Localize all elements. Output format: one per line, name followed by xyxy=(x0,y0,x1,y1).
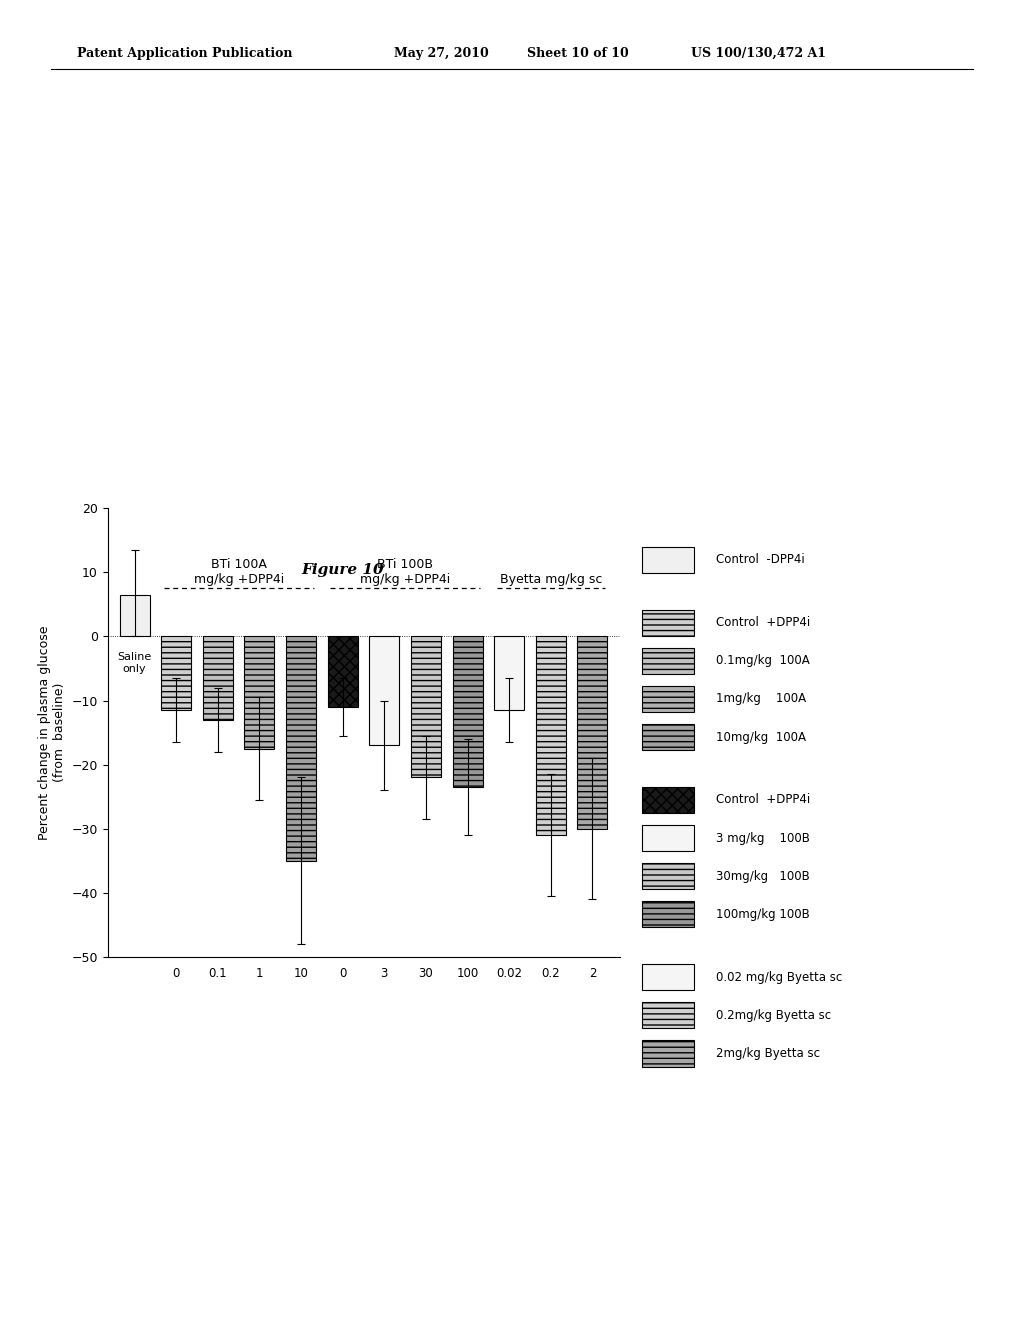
Text: Sheet 10 of 10: Sheet 10 of 10 xyxy=(527,46,629,59)
Bar xyxy=(536,636,566,836)
Bar xyxy=(328,636,357,708)
Y-axis label: Percent change in plasma glucose
(from  baseline): Percent change in plasma glucose (from b… xyxy=(38,626,66,840)
Text: 100mg/kg 100B: 100mg/kg 100B xyxy=(716,908,810,921)
Text: US 100/130,472 A1: US 100/130,472 A1 xyxy=(691,46,826,59)
Text: Byetta mg/kg sc: Byetta mg/kg sc xyxy=(500,573,602,586)
Text: May 27, 2010: May 27, 2010 xyxy=(394,46,489,59)
Text: 30mg/kg   100B: 30mg/kg 100B xyxy=(716,870,810,883)
FancyBboxPatch shape xyxy=(642,825,694,851)
Text: Control  -DPP4i: Control -DPP4i xyxy=(716,553,805,566)
FancyBboxPatch shape xyxy=(642,686,694,711)
Text: 10mg/kg  100A: 10mg/kg 100A xyxy=(716,730,806,743)
FancyBboxPatch shape xyxy=(642,725,694,750)
Text: Patent Application Publication: Patent Application Publication xyxy=(77,46,292,59)
Bar xyxy=(495,636,524,710)
Text: Control  +DPP4i: Control +DPP4i xyxy=(716,616,810,630)
FancyBboxPatch shape xyxy=(642,1040,694,1067)
Text: 3 mg/kg    100B: 3 mg/kg 100B xyxy=(716,832,810,845)
FancyBboxPatch shape xyxy=(642,863,694,890)
FancyBboxPatch shape xyxy=(642,787,694,813)
FancyBboxPatch shape xyxy=(642,1002,694,1028)
Bar xyxy=(161,636,191,710)
Bar xyxy=(286,636,316,861)
Bar xyxy=(120,595,150,636)
Text: 0.02 mg/kg Byetta sc: 0.02 mg/kg Byetta sc xyxy=(716,970,842,983)
FancyBboxPatch shape xyxy=(642,964,694,990)
Text: BTi 100A
mg/kg +DPP4i: BTi 100A mg/kg +DPP4i xyxy=(194,558,284,586)
FancyBboxPatch shape xyxy=(642,902,694,928)
FancyBboxPatch shape xyxy=(642,648,694,673)
Text: Control  +DPP4i: Control +DPP4i xyxy=(716,793,810,807)
Text: Saline
only: Saline only xyxy=(118,652,152,675)
Text: 0.2mg/kg Byetta sc: 0.2mg/kg Byetta sc xyxy=(716,1008,831,1022)
Bar xyxy=(578,636,607,829)
FancyBboxPatch shape xyxy=(642,610,694,636)
Text: 1mg/kg    100A: 1mg/kg 100A xyxy=(716,693,806,705)
Text: 0.1mg/kg  100A: 0.1mg/kg 100A xyxy=(716,655,810,668)
Bar xyxy=(370,636,399,746)
Bar xyxy=(203,636,232,719)
Bar xyxy=(411,636,441,777)
Bar xyxy=(245,636,274,748)
Text: Figure 10: Figure 10 xyxy=(302,564,384,577)
Bar xyxy=(453,636,482,787)
FancyBboxPatch shape xyxy=(642,546,694,573)
Text: 2mg/kg Byetta sc: 2mg/kg Byetta sc xyxy=(716,1047,820,1060)
Text: BTi 100B
mg/kg +DPP4i: BTi 100B mg/kg +DPP4i xyxy=(360,558,451,586)
